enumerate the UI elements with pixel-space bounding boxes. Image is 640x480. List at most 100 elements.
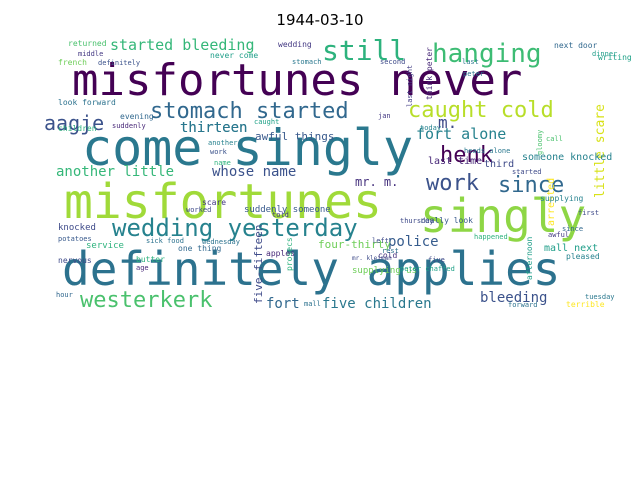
cloud-word: mall next xyxy=(544,243,598,254)
cloud-word: jan xyxy=(378,112,391,120)
cloud-word: afternoon xyxy=(525,236,534,280)
cloud-word: french xyxy=(58,58,87,67)
plot-title: 1944-03-10 xyxy=(276,11,364,29)
cloud-word: supplying us xyxy=(352,266,417,276)
cloud-word: wedding yesterday xyxy=(112,214,358,242)
cloud-word: supplying xyxy=(540,194,584,203)
cloud-word: last xyxy=(462,58,479,66)
cloud-word: apples xyxy=(266,249,295,258)
cloud-word: dinner xyxy=(592,50,617,58)
cloud-word: gloomy xyxy=(536,130,544,155)
cloud-word: still xyxy=(322,34,406,67)
cloud-word: m. xyxy=(438,113,457,132)
cloud-word: butter xyxy=(136,255,165,264)
cloud-word: last time xyxy=(428,156,482,167)
cloud-word: come singly xyxy=(82,119,413,177)
cloud-word: worked xyxy=(186,206,211,214)
cloud-word: next door xyxy=(554,41,598,50)
cloud-word: four-thirty xyxy=(318,238,391,251)
cloud-word: police xyxy=(388,234,439,250)
cloud-word: tuesday xyxy=(585,293,615,301)
cloud-word: stomach xyxy=(292,58,322,66)
cloud-word: started bleeding xyxy=(110,36,255,54)
cloud-word: hour xyxy=(56,291,73,299)
cloud-word: little scare xyxy=(593,104,608,198)
cloud-word: whose name xyxy=(212,164,296,180)
cloud-word: middle xyxy=(78,50,103,58)
cloud-word: bleeding xyxy=(480,290,547,306)
cloud-word: another xyxy=(208,139,238,147)
cloud-word: pleased xyxy=(566,252,600,261)
cloud-word: sick food xyxy=(146,237,184,245)
cloud-word: returned xyxy=(68,39,107,48)
cloud-word: third xyxy=(484,159,514,170)
cloud-word: work xyxy=(210,148,228,156)
cloud-word: singly xyxy=(420,189,586,243)
cloud-word: knocked xyxy=(58,223,96,233)
cloud-word: awful xyxy=(548,231,569,239)
cloud-word: really look xyxy=(420,216,473,225)
cloud-word: writing xyxy=(598,53,632,62)
cloud-word: work xyxy=(426,171,479,196)
cloud-word: hanging xyxy=(432,39,542,69)
cloud-word: caught cold xyxy=(408,98,554,123)
cloud-word: peter xyxy=(463,70,484,78)
cloud-word: fort alone xyxy=(416,125,506,143)
cloud-word: since xyxy=(562,225,583,233)
cloud-word: evening xyxy=(120,112,154,121)
cloud-word: name xyxy=(214,159,231,167)
cloud-word: peter chaffed xyxy=(400,265,455,273)
cloud-word: mr. kleiman xyxy=(352,255,392,262)
cloud-word: since xyxy=(498,173,564,198)
cloud-word: left xyxy=(372,237,389,245)
cloud-word: cold xyxy=(378,251,397,260)
cloud-word: five-fifteen xyxy=(252,225,265,304)
cloud-word: definitely xyxy=(98,59,140,67)
cloud-word: children xyxy=(58,124,97,133)
cloud-word: think peter xyxy=(425,47,434,100)
cloud-word: last night xyxy=(406,65,414,107)
cloud-word: scare xyxy=(202,198,226,207)
cloud-word: suddenly xyxy=(112,122,146,130)
cloud-word: suddenly someone xyxy=(244,205,331,215)
cloud-word: wednesday xyxy=(202,238,240,246)
cloud-word: awful things xyxy=(255,130,334,143)
cloud-word: service xyxy=(86,241,124,251)
cloud-word: prosecs xyxy=(285,237,294,271)
cloud-word: first xyxy=(578,209,599,217)
cloud-word: thirteen xyxy=(180,120,247,136)
cloud-word: never come xyxy=(210,51,258,60)
cloud-word: thirteen xyxy=(180,120,247,136)
cloud-word: henk xyxy=(440,143,493,168)
cloud-word: terrible xyxy=(566,300,605,309)
cloud-word: misfortunes never xyxy=(72,55,522,106)
cloud-word: one thing xyxy=(178,244,222,253)
cloud-word: westerkerk xyxy=(80,288,212,313)
cloud-word: rest xyxy=(382,247,399,255)
cloud-word: told xyxy=(272,211,289,219)
cloud-word: potatoes xyxy=(58,235,92,243)
cloud-word: nervous xyxy=(58,256,92,265)
cloud-word: definitely applies xyxy=(62,242,561,296)
cloud-word: today xyxy=(420,124,441,132)
cloud-word: happened xyxy=(474,233,508,241)
cloud-word: wedding xyxy=(278,40,312,49)
cloud-word: another little xyxy=(56,164,174,180)
cloud-word: fort xyxy=(266,296,300,312)
cloud-word: thursday xyxy=(400,217,434,225)
cloud-word: mall xyxy=(304,300,321,308)
cloud-word: look forward xyxy=(58,98,116,107)
cloud-word: mr. m. xyxy=(355,175,398,189)
cloud-word: age xyxy=(136,264,149,272)
cloud-word: five xyxy=(428,256,445,264)
cloud-word: started xyxy=(512,168,542,176)
cloud-word: stomach started xyxy=(150,99,349,124)
cloud-word: heads alone xyxy=(464,147,510,155)
cloud-word: aagje xyxy=(44,111,104,135)
cloud-word: misfortunes xyxy=(64,174,382,230)
cloud-word: forward xyxy=(508,301,538,309)
cloud-word: call xyxy=(546,135,563,143)
cloud-word: caught xyxy=(254,118,279,126)
cloud-word: second xyxy=(380,58,405,66)
